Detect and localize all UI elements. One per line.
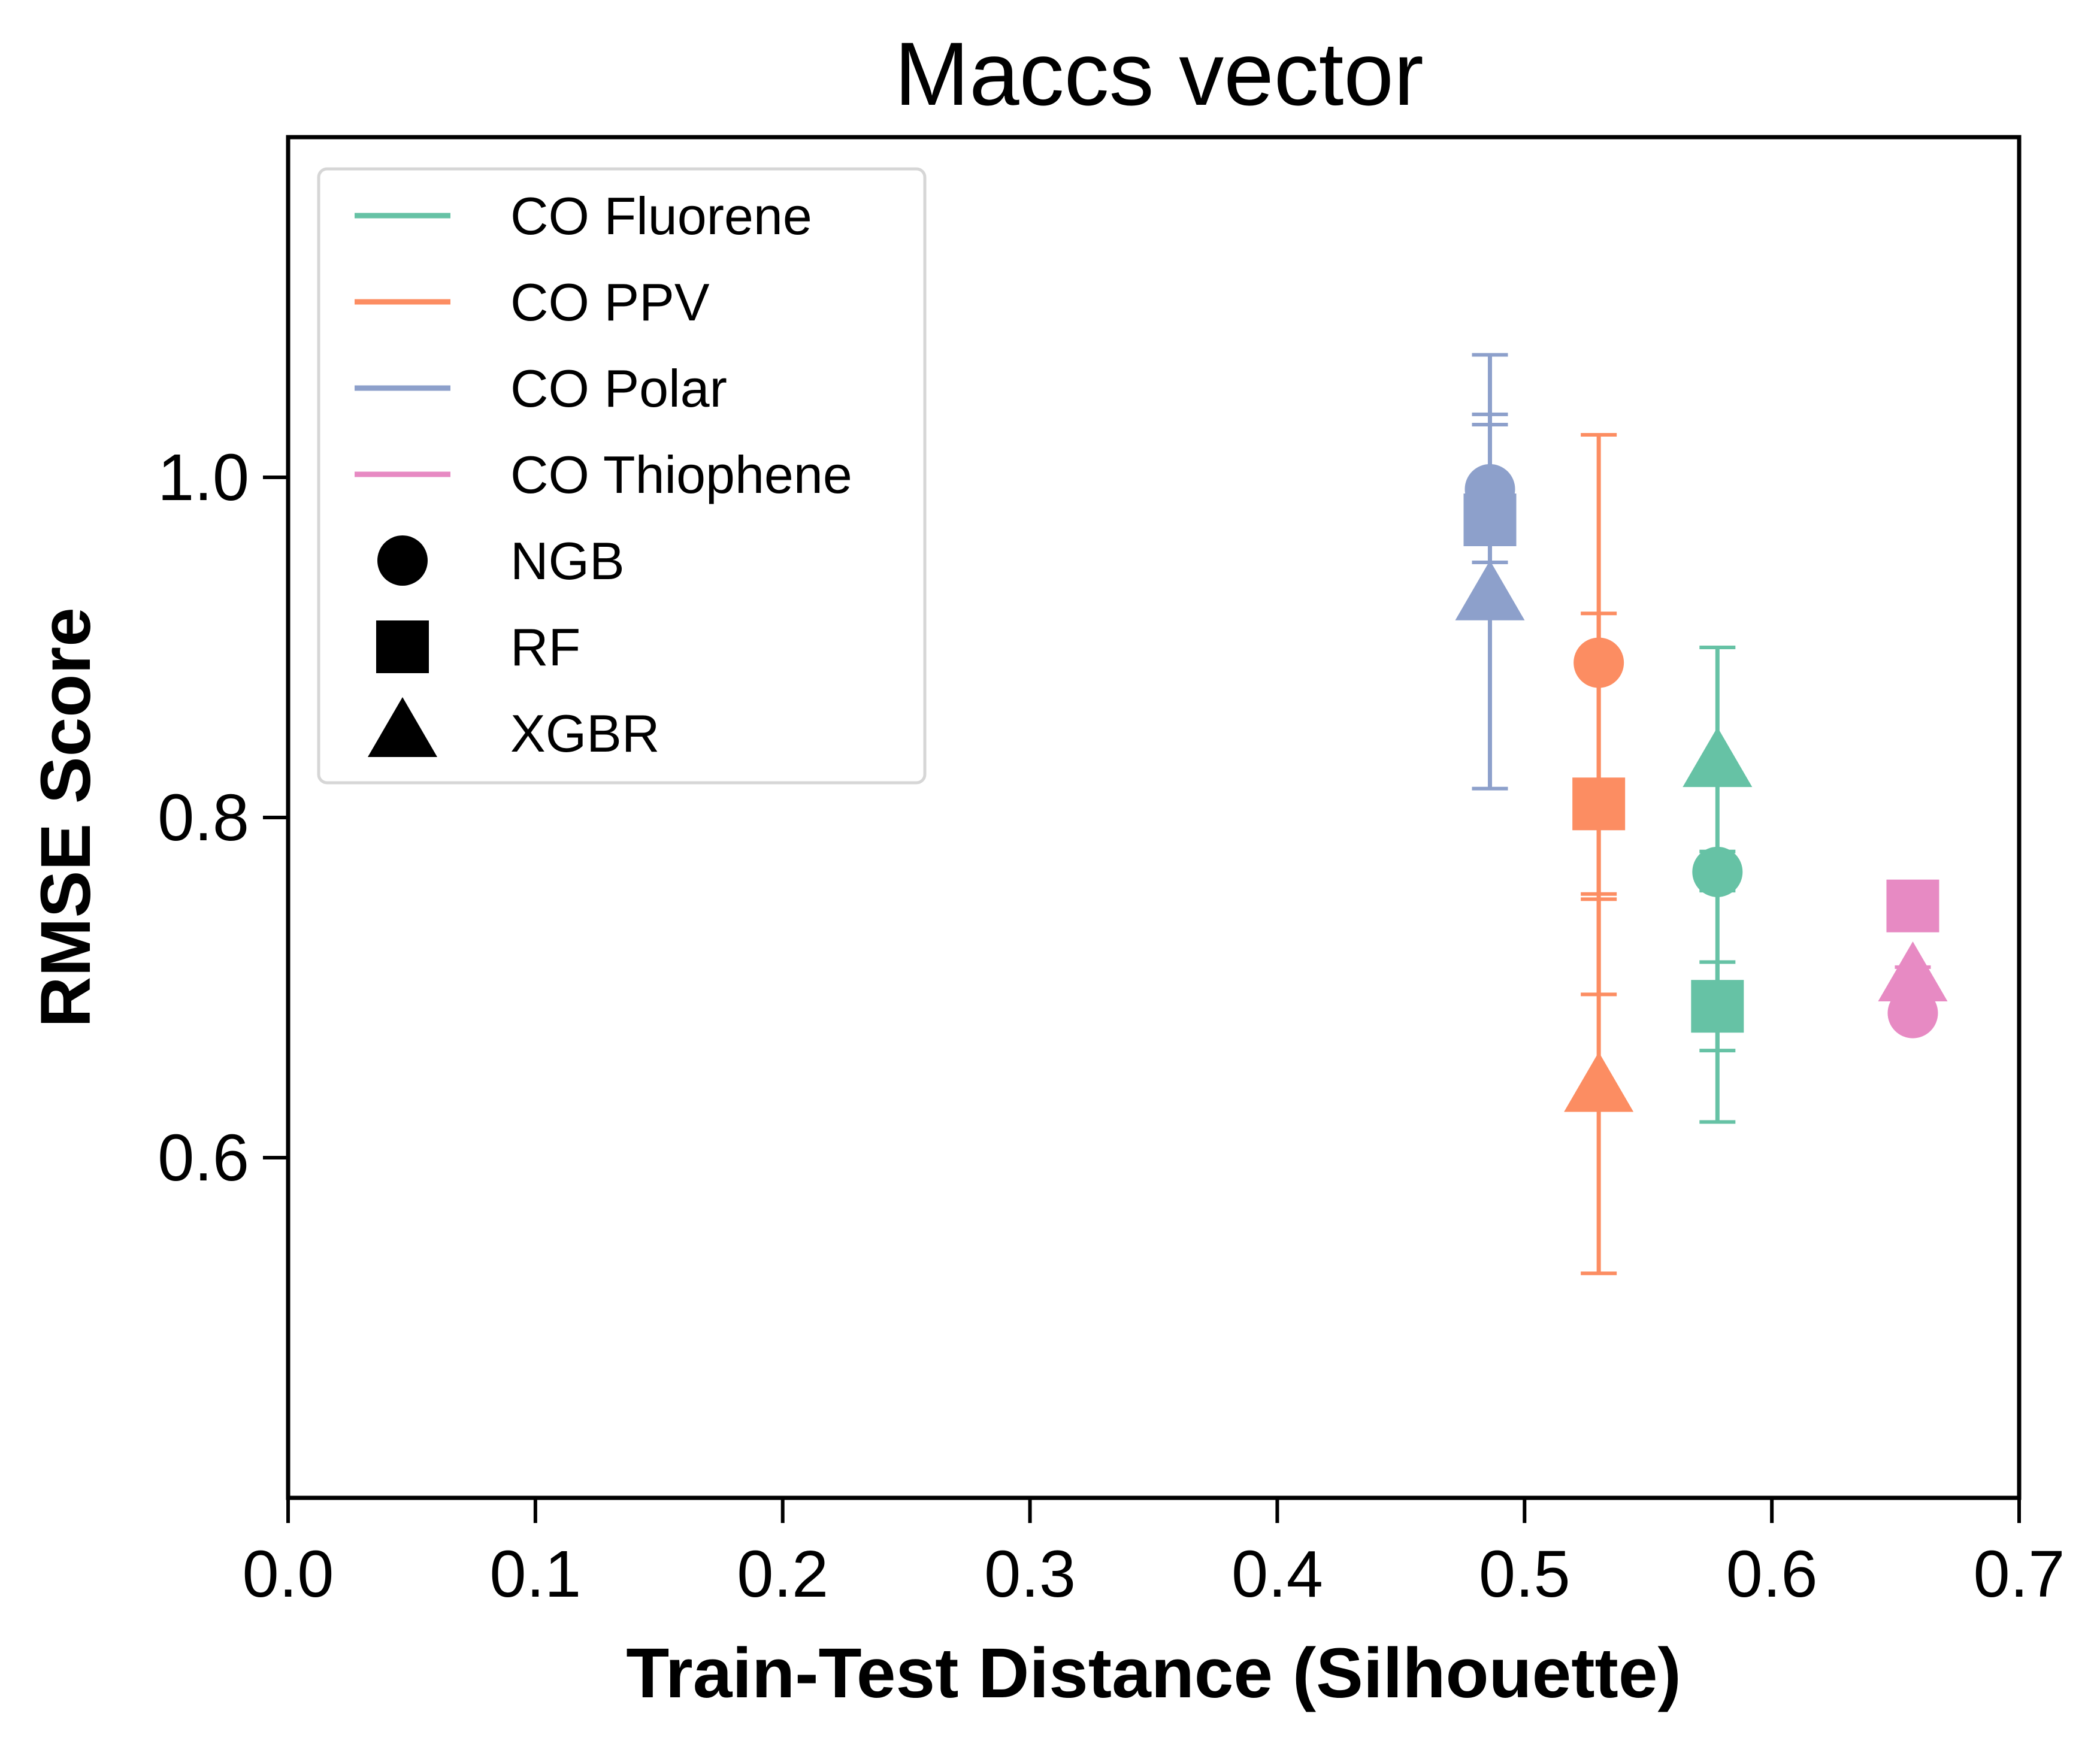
x-axis-label: Train-Test Distance (Silhouette) bbox=[626, 1634, 1681, 1713]
x-tick-label: 0.5 bbox=[1479, 1537, 1571, 1611]
x-tick-label: 0.7 bbox=[1974, 1537, 2065, 1611]
legend-label: RF bbox=[510, 617, 580, 677]
x-tick-label: 0.3 bbox=[984, 1537, 1076, 1611]
chart-title: Maccs vector bbox=[894, 23, 1424, 124]
data-point-0-ngb bbox=[1692, 846, 1743, 897]
x-tick-label: 0.2 bbox=[737, 1537, 828, 1611]
data-point-3-rf bbox=[1886, 879, 1939, 932]
legend-label: CO Fluorene bbox=[510, 186, 812, 246]
legend: CO Fluorene CO PPV CO Polar CO Thiophene NGB… bbox=[317, 167, 927, 785]
plot-marks bbox=[1455, 353, 1948, 1276]
x-tick-label: 0.0 bbox=[243, 1537, 334, 1611]
data-point-1-ngb bbox=[1574, 637, 1624, 688]
x-tick-label: 0.4 bbox=[1231, 1537, 1323, 1611]
data-point-1-xgbr bbox=[1564, 1052, 1634, 1112]
data-point-2-rf bbox=[1463, 493, 1517, 546]
x-axis-ticks: 0.0 0.1 0.2 0.3 0.4 0.5 0.6 0.7 bbox=[243, 1498, 2065, 1611]
legend-label: NGB bbox=[510, 531, 625, 591]
legend-label: CO Polar bbox=[510, 359, 727, 418]
legend-label: CO Thiophene bbox=[510, 445, 852, 504]
legend-marker-xgbr bbox=[368, 697, 437, 757]
y-tick-label: 0.8 bbox=[158, 781, 249, 855]
legend-label: XGBR bbox=[510, 704, 659, 763]
data-point-2-xgbr bbox=[1455, 560, 1525, 620]
y-axis-label: RMSE Score bbox=[26, 607, 105, 1028]
x-tick-label: 0.6 bbox=[1726, 1537, 1818, 1611]
legend-label: CO PPV bbox=[510, 272, 710, 332]
data-point-1-rf bbox=[1572, 777, 1626, 831]
x-tick-label: 0.1 bbox=[489, 1537, 581, 1611]
data-point-3-xgbr bbox=[1878, 941, 1948, 1001]
y-tick-label: 0.6 bbox=[158, 1121, 249, 1195]
y-tick-label: 1.0 bbox=[158, 441, 249, 514]
legend-box bbox=[317, 167, 927, 785]
data-point-0-rf bbox=[1691, 980, 1744, 1033]
legend-items: CO Fluorene CO PPV CO Polar CO Thiophene NGB… bbox=[355, 186, 852, 763]
y-axis-ticks: 0.6 0.8 1.0 bbox=[158, 441, 288, 1195]
legend-marker-ngb bbox=[377, 535, 428, 586]
legend-marker-rf bbox=[376, 620, 429, 673]
data-point-0-xgbr bbox=[1683, 727, 1753, 788]
